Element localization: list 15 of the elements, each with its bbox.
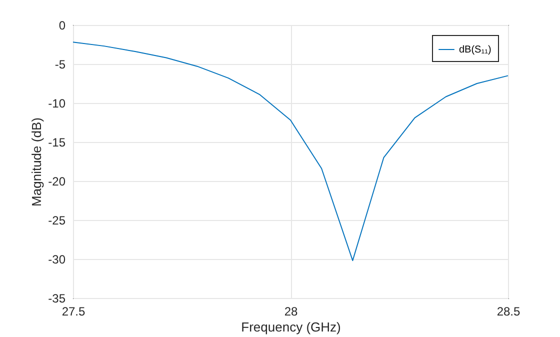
y-axis-title: Magnitude (dB) bbox=[29, 118, 44, 206]
x-tick-label: 28 bbox=[284, 304, 298, 318]
y-tick-label: 0 bbox=[58, 18, 66, 32]
y-tick-label: -30 bbox=[48, 252, 66, 266]
x-tick-label: 28.5 bbox=[496, 304, 520, 318]
x-axis-title: Frequency (GHz) bbox=[241, 320, 341, 334]
legend-label: dB(S₁₁) bbox=[459, 44, 492, 56]
y-tick-label: -15 bbox=[48, 136, 66, 150]
x-tick-label: 27.5 bbox=[62, 304, 86, 318]
y-tick-label: -20 bbox=[48, 174, 66, 188]
y-tick-label: -35 bbox=[48, 292, 66, 306]
y-tick-label: -10 bbox=[48, 96, 66, 110]
y-tick-label: -5 bbox=[54, 58, 66, 72]
line-series bbox=[72, 42, 508, 262]
y-tick-label: -25 bbox=[48, 214, 66, 228]
